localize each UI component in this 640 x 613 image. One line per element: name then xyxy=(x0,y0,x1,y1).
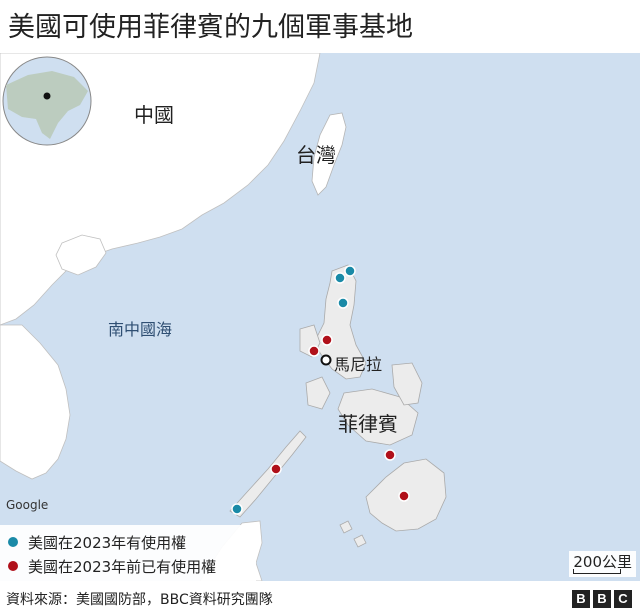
map-legend: 美國在2023年有使用權 美國在2023年前已有使用權 xyxy=(0,525,256,581)
base-marker-2023 xyxy=(337,297,349,309)
base-marker-pre-2023 xyxy=(384,449,396,461)
bbc-logo-letter: C xyxy=(614,590,632,608)
bbc-logo: B B C xyxy=(572,590,632,608)
indochina xyxy=(0,324,71,480)
scale-label: 200公里 xyxy=(573,553,632,571)
legend-dot-2023 xyxy=(8,537,18,547)
label-china: 中國 xyxy=(134,103,174,127)
legend-item-pre-2023: 美國在2023年前已有使用權 xyxy=(8,555,216,577)
samar-leyte xyxy=(391,362,423,406)
label-manila: 馬尼拉 xyxy=(334,355,383,374)
sulu-islands xyxy=(339,520,367,548)
scale-line xyxy=(573,569,622,574)
locator-globe xyxy=(2,56,92,146)
bbc-logo-letter: B xyxy=(572,590,590,608)
bbc-logo-letter: B xyxy=(593,590,611,608)
visayas xyxy=(337,388,419,446)
legend-label-2023: 美國在2023年有使用權 xyxy=(28,533,187,552)
map-attribution: Google xyxy=(6,498,49,512)
label-taiwan: 台灣 xyxy=(296,143,336,167)
palawan xyxy=(229,430,307,518)
page-title: 美國可使用菲律賓的九個軍事基地 xyxy=(8,12,413,43)
map[interactable]: 中國 台灣 南中國海 菲律賓 馬尼拉 Google 美國在2023年有使用權 美… xyxy=(0,53,640,581)
footer: 資料來源：美國國防部，BBC資料研究團隊 B B C xyxy=(0,585,640,613)
base-marker-pre-2023 xyxy=(321,334,333,346)
luzon xyxy=(315,264,367,380)
base-marker-pre-2023 xyxy=(308,345,320,357)
scale-bar: 200公里 xyxy=(569,551,636,577)
label-south-china-sea: 南中國海 xyxy=(108,320,173,339)
source-note: 資料來源：美國國防部，BBC資料研究團隊 xyxy=(6,592,273,608)
mindoro xyxy=(305,376,331,410)
base-marker-2023 xyxy=(334,272,346,284)
legend-item-2023: 美國在2023年有使用權 xyxy=(8,531,186,553)
label-philippines: 菲律賓 xyxy=(338,412,398,436)
base-marker-2023 xyxy=(344,265,356,277)
taiwan-land xyxy=(311,112,347,196)
base-marker-pre-2023 xyxy=(398,490,410,502)
base-marker-pre-2023 xyxy=(270,463,282,475)
map-graphic xyxy=(0,53,447,581)
base-marker-2023 xyxy=(231,503,243,515)
hainan xyxy=(55,234,107,276)
legend-label-pre-2023: 美國在2023年前已有使用權 xyxy=(28,557,217,576)
legend-dot-pre-2023 xyxy=(8,561,18,571)
manila-marker xyxy=(320,354,332,366)
